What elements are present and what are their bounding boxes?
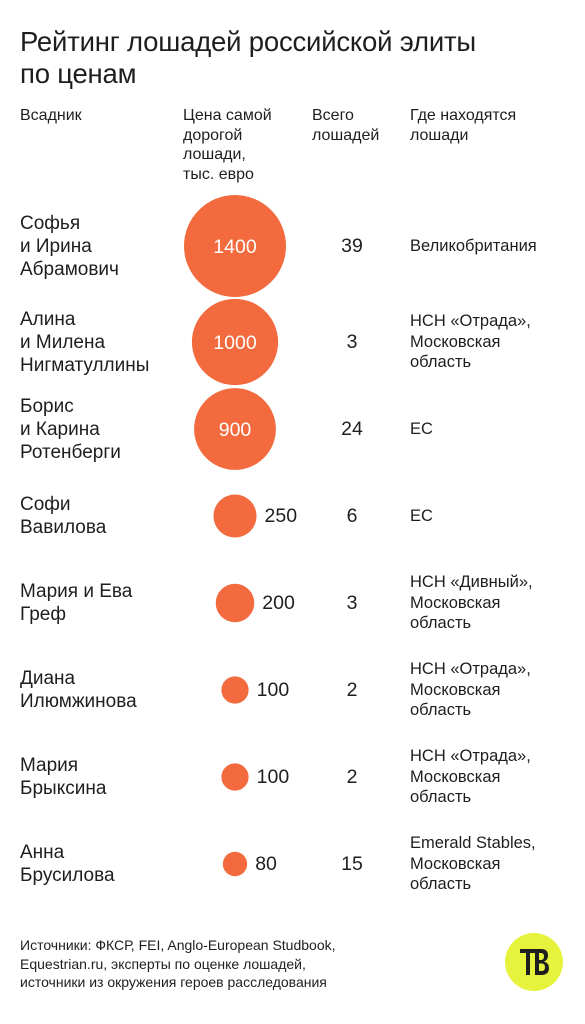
rider-name: Диана Илюмжинова [20, 668, 137, 712]
header-count: Всего лошадей [312, 107, 380, 144]
rider-name: Софья и Ирина Абрамович [20, 212, 119, 280]
horse-location: Великобритания [410, 236, 537, 255]
header-rider: Всадник [20, 107, 82, 124]
rider-name: Мария и Ева Греф [20, 581, 133, 625]
horse-count: 6 [346, 504, 358, 527]
price-bubble [221, 676, 249, 704]
price-bubble [213, 494, 257, 538]
price-label: 1000 [213, 332, 257, 354]
horse-location: Emerald Stables, Московская область [410, 834, 536, 894]
horse-count: 3 [346, 330, 358, 353]
price-bubble [215, 583, 255, 623]
horse-count: 2 [346, 765, 358, 788]
tb-logo-icon [505, 933, 563, 991]
rider-name: Софи Вавилова [20, 494, 107, 538]
price-label: 80 [255, 852, 277, 875]
price-label: 250 [264, 504, 298, 527]
rider-name: Алина и Милена Нигматуллины [20, 308, 150, 376]
rider-name: Борис и Карина Ротенберги [20, 395, 121, 463]
price-bubble [221, 763, 249, 791]
rider-name: Анна Брусилова [20, 842, 115, 886]
horse-count: 24 [341, 417, 363, 440]
header-location: Где находятся лошади [410, 107, 517, 144]
price-bubble [191, 298, 279, 386]
horse-location: НСН «Отрада», Московская область [410, 312, 531, 372]
price-label: 100 [256, 765, 290, 788]
price-bubble [194, 388, 276, 470]
horse-location: НСН «Дивный», Московская область [410, 573, 533, 633]
horse-count: 39 [341, 234, 363, 257]
header-price: Цена самой дорогой лошади, тыс. евро [183, 107, 272, 183]
horse-location: ЕС [410, 506, 433, 525]
horse-location: НСН «Отрада», Московская область [410, 660, 531, 720]
chart-title: Рейтинг лошадей российской элиты по цена… [20, 26, 476, 89]
price-bubble [184, 195, 286, 297]
horse-location: НСН «Отрада», Московская область [410, 747, 531, 807]
sources-note: Источники: ФКСР, FEI, Anglo-European Stu… [20, 937, 336, 990]
price-bubble [222, 851, 248, 877]
rider-name: Мария Брыксина [20, 755, 107, 799]
price-label: 1400 [213, 236, 257, 258]
horse-count: 2 [346, 678, 358, 701]
price-label: 900 [219, 419, 252, 441]
horse-count: 15 [341, 852, 363, 875]
horse-count: 3 [346, 591, 358, 614]
horse-location: ЕС [410, 419, 433, 438]
price-label: 200 [262, 591, 295, 614]
price-label: 100 [256, 678, 290, 701]
